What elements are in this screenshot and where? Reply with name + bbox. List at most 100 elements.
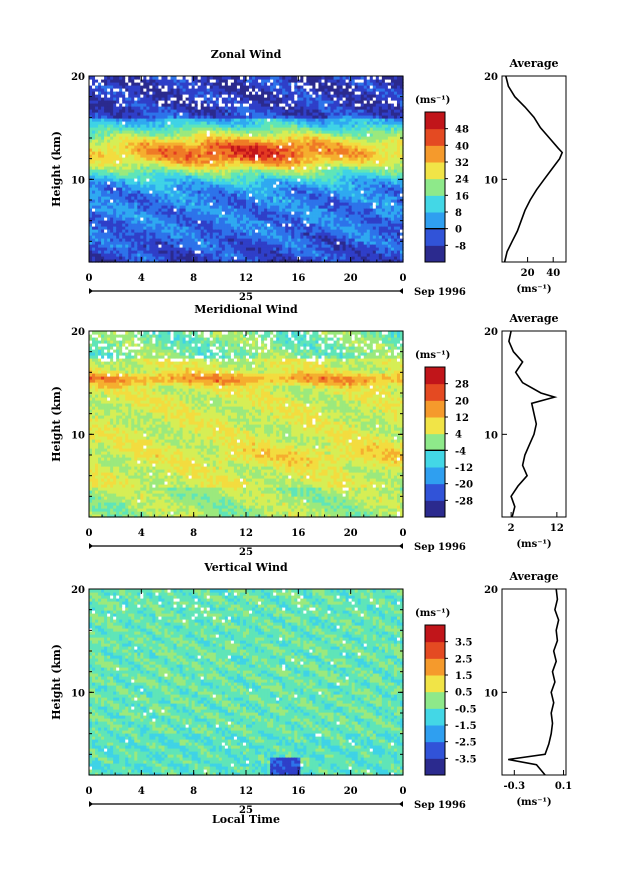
date-label: 25 [239, 292, 253, 303]
colorbar: (ms⁻¹) -3.5 -2.5 -1.5 -0.5 0.5 1.5 2.5 3.5 [415, 608, 477, 776]
x-tick-label: 16 [291, 273, 305, 284]
colorbar-level: -3.5 [455, 754, 477, 765]
x-tick-label: 20 [344, 786, 358, 797]
x-tick-label: 20 [344, 273, 358, 284]
average-profile: Average 10 20 20 40 (ms⁻¹) [484, 57, 567, 295]
profile-x-tick: -0.3 [504, 781, 526, 792]
y-tick-label: 20 [71, 72, 85, 83]
colorbar-level: 3.5 [455, 638, 472, 649]
chart-title: Meridional Wind [194, 303, 298, 316]
colorbar-level: -28 [455, 496, 473, 507]
x-tick-label: 4 [138, 273, 145, 284]
chart-title: Vertical Wind [203, 561, 288, 574]
y-tick-label: 10 [71, 430, 85, 441]
profile-x-tick: 2 [508, 523, 515, 534]
date-label: 25 [239, 805, 253, 816]
colorbar-level: -20 [455, 480, 473, 491]
profile-y-tick: 10 [484, 688, 498, 699]
chart-title: Zonal Wind [211, 48, 282, 61]
average-profile: Average 10 20 -0.3 0.1 (ms⁻¹) [484, 570, 572, 808]
profile-line [503, 75, 564, 263]
colorbar-level: -0.5 [455, 704, 477, 715]
profile-x-tick: 0.1 [555, 781, 572, 792]
colorbar-level: 8 [455, 208, 462, 219]
profile-y-tick: 10 [484, 430, 498, 441]
colorbar-level: 28 [455, 380, 469, 391]
profile-frame [501, 588, 567, 776]
colorbar-unit: (ms⁻¹) [415, 350, 450, 361]
profile-x-tick: 20 [521, 268, 535, 279]
date-suffix: Sep 1996 [414, 542, 466, 553]
x-tick-label: 4 [138, 786, 145, 797]
y-axis-label: Height (km) [50, 644, 63, 720]
x-tick-label: 0 [86, 273, 93, 284]
x-tick-label: 8 [190, 786, 197, 797]
profile-x-label: (ms⁻¹) [516, 797, 551, 808]
profile-y-tick: 20 [484, 327, 498, 338]
y-tick-label: 20 [71, 585, 85, 596]
date-label: 25 [239, 547, 253, 558]
colorbar-unit: (ms⁻¹) [415, 95, 450, 106]
x-tick-label: 0 [400, 528, 407, 539]
date-suffix: Sep 1996 [414, 800, 466, 811]
profile-title: Average [508, 312, 558, 325]
colorbar-level: 0 [455, 225, 462, 236]
profile-y-tick: 20 [484, 72, 498, 83]
colorbar-level: 32 [455, 158, 469, 169]
profile-x-label: (ms⁻¹) [516, 284, 551, 295]
x-tick-label: 8 [190, 273, 197, 284]
y-tick-label: 10 [71, 175, 85, 186]
colorbar-level: 12 [455, 413, 469, 424]
y-axis-label: Height (km) [50, 386, 63, 462]
colorbar-level: 16 [455, 191, 469, 202]
x-tick-label: 8 [190, 528, 197, 539]
average-profile: Average 10 20 2 12 (ms⁻¹) [484, 312, 567, 550]
colorbar-level: -2.5 [455, 738, 477, 749]
x-tick-label: 0 [400, 273, 407, 284]
x-tick-label: 16 [291, 528, 305, 539]
colorbar-level: -12 [455, 463, 473, 474]
x-tick-label: 12 [239, 786, 253, 797]
colorbar-level: 20 [455, 396, 469, 407]
x-tick-label: 12 [239, 528, 253, 539]
profile-x-label: (ms⁻¹) [516, 539, 551, 550]
profile-y-tick: 10 [484, 175, 498, 186]
panel-2: Meridional Wind 10 20 Height (km) 0 4 8 12 16 20 0… [50, 303, 567, 558]
profile-frame [501, 330, 567, 518]
colorbar-level: 24 [455, 175, 469, 186]
colorbar-level: 4 [455, 430, 462, 441]
heatmap [89, 331, 404, 518]
heatmap [89, 589, 404, 776]
heatmap [89, 76, 404, 263]
profile-x-tick: 12 [550, 523, 564, 534]
colorbar-level: -1.5 [455, 721, 477, 732]
y-axis-label: Height (km) [50, 131, 63, 207]
colorbar-unit: (ms⁻¹) [415, 608, 450, 619]
colorbar-level: 40 [455, 141, 469, 152]
profile-y-tick: 20 [484, 585, 498, 596]
profile-x-tick: 40 [546, 268, 560, 279]
x-tick-label: 16 [291, 786, 305, 797]
date-suffix: Sep 1996 [414, 287, 466, 298]
profile-line [508, 588, 560, 776]
profile-title: Average [508, 570, 558, 583]
panel-3: Vertical Wind 10 20 Height (km) 0 4 8 12 16 20 0 25… [50, 561, 572, 826]
profile-title: Average [508, 57, 558, 70]
x-tick-label: 12 [239, 273, 253, 284]
x-tick-label: 0 [400, 786, 407, 797]
colorbar: (ms⁻¹) -8 0 8 16 24 32 40 48 [415, 95, 469, 263]
profile-line [508, 330, 558, 518]
x-axis-label: Local Time [212, 813, 280, 826]
profile-frame [501, 75, 567, 263]
colorbar-level: 0.5 [455, 688, 472, 699]
colorbar-level: 48 [455, 125, 469, 136]
colorbar-level: 2.5 [455, 654, 472, 665]
colorbar-level: -4 [455, 446, 466, 457]
y-tick-label: 10 [71, 688, 85, 699]
x-tick-label: 0 [86, 528, 93, 539]
x-tick-label: 0 [86, 786, 93, 797]
colorbar-level: -8 [455, 241, 466, 252]
colorbar: (ms⁻¹) -28 -20 -12 -4 4 12 20 28 [415, 350, 473, 518]
